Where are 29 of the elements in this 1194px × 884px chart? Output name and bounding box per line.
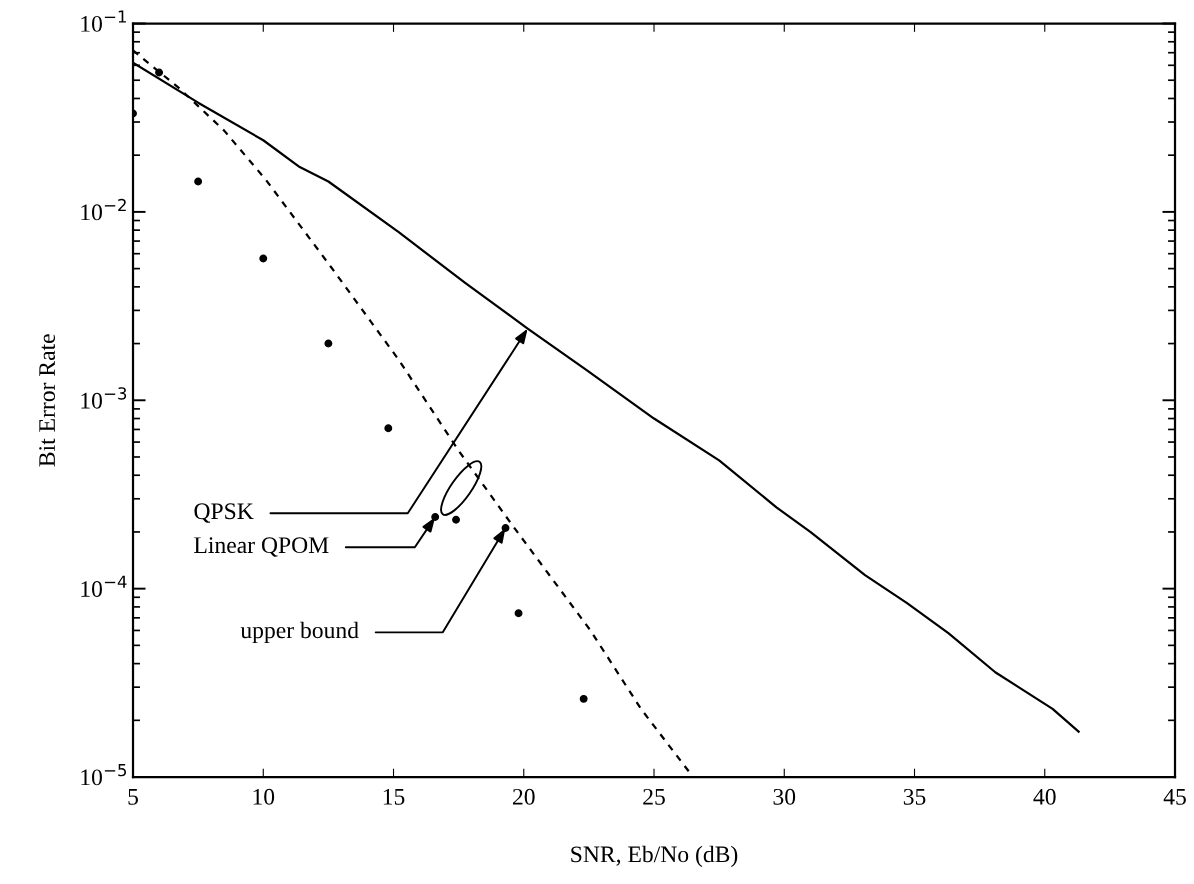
y-tick-label: 10$^{−4}$ [81, 575, 127, 597]
x-tick-label: 45 [1163, 788, 1186, 805]
x-tick-label: 20 [512, 788, 535, 805]
y-tick-label: 10$^{−5}$ [81, 764, 127, 786]
annotation: QPSK [194, 503, 254, 523]
point [194, 177, 203, 186]
x-tick-label: 25 [643, 788, 665, 805]
y-tick-label: 10$^{−1}$ [81, 10, 126, 32]
point [452, 515, 460, 524]
x-tick-label: 35 [903, 788, 926, 805]
point [514, 609, 523, 618]
y-tick-label: 10$^{−2}$ [81, 198, 126, 221]
x-tick-label: 15 [383, 788, 405, 805]
point [501, 524, 510, 532]
annotation: upper bound [240, 621, 359, 644]
point [384, 424, 393, 433]
point [155, 68, 164, 77]
x-tick-label: 40 [1033, 788, 1056, 805]
x-tick-label: 30 [773, 788, 796, 805]
point [431, 513, 440, 521]
x-tick-label: 5 [128, 789, 138, 805]
x-tick-label: 10 [253, 788, 275, 805]
y-tick-label: 10$^{−3}$ [81, 387, 127, 409]
annotation: Linear QPOM [194, 537, 329, 557]
point [324, 339, 333, 348]
y-axis-title: Bit Error Rate [39, 334, 56, 467]
point [579, 694, 588, 703]
x-axis-title: SNR, Eb/No (dB) [571, 845, 738, 868]
point [259, 254, 268, 263]
